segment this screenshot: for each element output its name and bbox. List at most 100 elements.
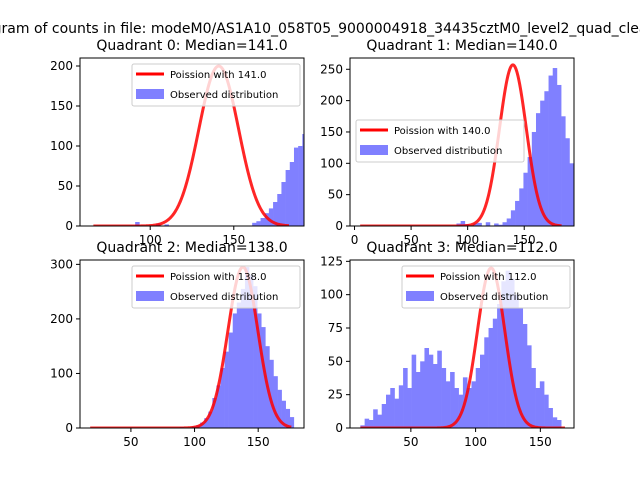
quadrant-0-legend-entry-fit: Poission with 141.0 bbox=[170, 70, 266, 81]
quadrant-2-xtick-label: 150 bbox=[247, 435, 270, 449]
quadrant-3-hist-bar bbox=[480, 354, 485, 428]
quadrant-3-hist-bar bbox=[390, 388, 395, 428]
quadrant-3-hist-bar bbox=[556, 420, 562, 428]
quadrant-3-poisson-line bbox=[360, 266, 565, 428]
quadrant-0-hist-bar bbox=[164, 224, 169, 226]
quadrant-0-panel: Quadrant 0: Median=141.0 100 150 0 50 100 150 2… bbox=[50, 38, 407, 247]
quadrant-3-panel: Quadrant 3: Median=112.0 50 100 150 0 25 50 75 1… bbox=[320, 240, 575, 449]
quadrant-2-title: Quadrant 2: Median=138.0 bbox=[96, 240, 287, 256]
quadrant-1-hist-bar bbox=[527, 157, 533, 226]
quadrant-3-ytick-label: 0 bbox=[335, 421, 343, 435]
quadrant-0-title: Quadrant 0: Median=141.0 bbox=[96, 38, 287, 54]
quadrant-1-hist-bar bbox=[586, 213, 590, 226]
quadrant-1-hist-bar bbox=[502, 222, 507, 226]
quadrant-0-hist-bar bbox=[398, 206, 402, 226]
quadrant-2-legend-box bbox=[131, 265, 301, 309]
quadrant-1-axes-frame bbox=[349, 57, 575, 227]
quadrant-3-ytick-label: 25 bbox=[328, 388, 343, 402]
quadrant-3-hist-bar bbox=[394, 398, 400, 428]
quadrant-3-hist-bar bbox=[407, 388, 412, 428]
quadrant-0-hist-bar bbox=[403, 212, 407, 226]
quadrant-3-hist-bar bbox=[471, 381, 477, 428]
quadrant-3-hist-bar bbox=[539, 381, 545, 428]
quadrant-3-hist-bar bbox=[454, 388, 459, 428]
quadrant-3-hist-bar bbox=[527, 345, 532, 428]
quadrant-3-ytick-label: 75 bbox=[328, 321, 343, 335]
quadrant-0-ytick-label: 200 bbox=[50, 59, 73, 73]
quadrant-1-xtick-label: 100 bbox=[456, 233, 479, 247]
quadrant-2-hist-bar bbox=[269, 359, 274, 428]
quadrant-1-legend-entry-hist: Observed distribution bbox=[394, 146, 502, 157]
quadrant-3-hist-bar bbox=[501, 281, 506, 428]
quadrant-2-axes-frame bbox=[79, 259, 305, 429]
quadrant-3-ytick-label: 125 bbox=[320, 254, 343, 268]
quadrant-1-hist-bar bbox=[578, 198, 582, 226]
quadrant-0-hist-bar bbox=[285, 170, 291, 226]
quadrant-1-hist-bar bbox=[565, 138, 570, 226]
quadrant-3-legend-hist-swatch bbox=[406, 291, 434, 301]
quadrant-3-legend: Poission with 112.0 Observed distribution bbox=[401, 265, 571, 309]
quadrant-0-hist-bar bbox=[344, 72, 348, 226]
quadrant-0-hist-bar bbox=[281, 182, 286, 226]
quadrant-1-ytick-label: 200 bbox=[320, 94, 343, 108]
quadrant-3-xtick-label: 100 bbox=[464, 435, 487, 449]
quadrant-3-hist-bar bbox=[377, 414, 383, 428]
quadrant-0-hist-bar bbox=[373, 162, 377, 226]
quadrant-2-hist-bar bbox=[257, 313, 262, 428]
quadrant-0-legend-box bbox=[131, 63, 301, 107]
quadrant-2-legend-entry-fit: Poission with 138.0 bbox=[170, 272, 266, 283]
quadrant-2-hist-bar bbox=[228, 332, 234, 428]
quadrant-3-hist-bar bbox=[492, 318, 498, 428]
quadrant-3-hist-bar bbox=[368, 420, 374, 428]
quadrant-3-hist-bar bbox=[415, 372, 421, 428]
quadrant-0-hist-bar bbox=[277, 194, 282, 226]
quadrant-2-hist-bar bbox=[208, 411, 213, 428]
quadrant-3-hist-bar bbox=[445, 381, 451, 428]
quadrant-3-hist-bar bbox=[450, 372, 455, 428]
quadrant-0-hist-bar bbox=[298, 146, 303, 226]
quadrant-0-ytick-label: 150 bbox=[50, 99, 73, 113]
quadrant-0-legend-entry-hist: Observed distribution bbox=[170, 90, 278, 101]
quadrant-3-legend-entry-fit: Poission with 112.0 bbox=[440, 272, 536, 283]
quadrant-3-hist-bar bbox=[411, 354, 417, 428]
quadrant-3-hist-bar bbox=[437, 350, 442, 428]
quadrant-3-hist-bar bbox=[509, 278, 515, 428]
quadrant-3-hist-bar bbox=[386, 394, 391, 428]
quadrant-3-title: Quadrant 3: Median=112.0 bbox=[366, 240, 557, 256]
quadrant-0-hist-bar bbox=[394, 200, 398, 226]
quadrant-0-ytick-label: 50 bbox=[58, 179, 73, 193]
quadrant-1-hist-bar bbox=[540, 100, 545, 226]
quadrant-0-hist-bar bbox=[307, 122, 311, 226]
quadrant-2-ytick-label: 200 bbox=[50, 312, 73, 326]
quadrant-0-hist-bar bbox=[260, 218, 266, 226]
quadrant-0-hist-bar bbox=[336, 64, 340, 226]
quadrant-2-hist-bar bbox=[220, 368, 225, 428]
quadrant-0-ytick-label: 100 bbox=[50, 139, 73, 153]
quadrant-3-hist-bar bbox=[398, 385, 404, 428]
quadrant-0-legend: Poission with 141.0 Observed distribution bbox=[131, 63, 301, 107]
quadrant-1-legend-box bbox=[355, 119, 525, 163]
quadrant-0-axes-frame bbox=[79, 57, 305, 227]
quadrant-1-hist-bar bbox=[506, 218, 512, 226]
quadrant-1-title: Quadrant 1: Median=140.0 bbox=[366, 38, 557, 54]
quadrant-0-hist-bar bbox=[268, 208, 274, 226]
quadrant-2-legend: Poission with 138.0 Observed distribution bbox=[131, 265, 301, 309]
quadrant-2-xtick-label: 50 bbox=[123, 435, 138, 449]
quadrant-0-hist-bar bbox=[348, 80, 352, 226]
quadrant-1-ytick-label: 150 bbox=[320, 125, 343, 139]
quadrant-0-hist-bar bbox=[256, 221, 261, 226]
quadrant-3-hist-bar bbox=[548, 408, 553, 428]
quadrant-2-hist-bar bbox=[224, 351, 229, 428]
quadrant-1-hist-bar bbox=[582, 207, 586, 226]
quadrant-3-hist-bar bbox=[497, 304, 502, 428]
quadrant-1-hist-bar bbox=[548, 75, 554, 226]
quadrant-1-hist-bar bbox=[515, 200, 520, 226]
quadrant-3-hist-bar bbox=[428, 354, 434, 428]
quadrant-1-hist-bar bbox=[561, 116, 566, 226]
quadrant-1-hist-bar bbox=[494, 223, 499, 226]
quadrant-1-hist-bar bbox=[599, 223, 603, 226]
quadrant-0-hist-bar bbox=[252, 222, 257, 226]
quadrant-1-hist-bar bbox=[523, 172, 528, 226]
quadrant-3-plot-area bbox=[360, 266, 565, 428]
quadrant-2-hist-bar bbox=[261, 327, 266, 428]
